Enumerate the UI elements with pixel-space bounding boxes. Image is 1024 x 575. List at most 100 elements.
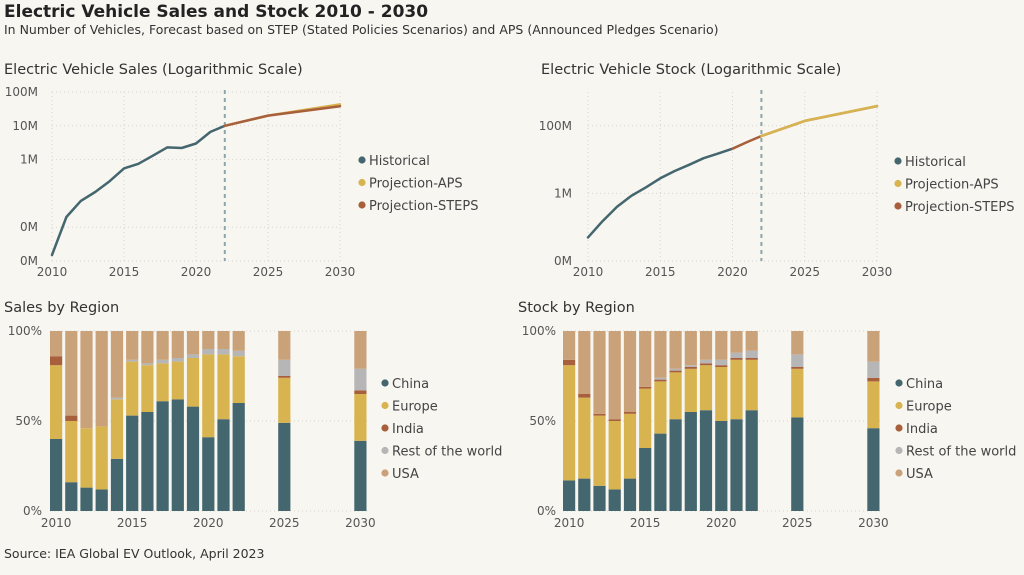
sales-region-x-tick-label: 2030 xyxy=(345,516,376,530)
stock-region-bar-usa xyxy=(623,331,637,412)
sales-region-bar-usa xyxy=(278,331,291,360)
page-subtitle: In Number of Vehicles, Forecast based on… xyxy=(4,22,719,37)
sales-region-chart-title: Sales by Region xyxy=(4,300,120,316)
stock-region-legend-marker xyxy=(895,401,903,410)
sales-region-y-tick-label: 100% xyxy=(8,324,42,338)
sales-region-y-tick-label: 50% xyxy=(15,414,42,428)
stock-chart-title: Electric Vehicle Stock (Logarithmic Scal… xyxy=(541,62,842,78)
stock-region-bar-europe xyxy=(623,413,637,479)
sales-y-tick-label: 0M xyxy=(20,220,38,234)
stock-region-bar-india xyxy=(608,419,621,421)
stock-region-bar-europe xyxy=(578,397,591,479)
stock-legend-marker xyxy=(894,202,902,210)
sales-region-bar-usa xyxy=(232,331,245,351)
sales-region-bar-china xyxy=(202,437,215,511)
sales-legend-marker xyxy=(358,201,366,209)
sales-region-bar-europe xyxy=(126,361,139,416)
sales-region-bar-china xyxy=(278,422,291,511)
stock-region-bar-europe xyxy=(563,365,576,481)
sales-region-bar-rest-of-the-world xyxy=(186,354,200,358)
stock-region-x-tick-label: 2025 xyxy=(782,516,813,530)
sales-region-bar-usa xyxy=(186,331,200,355)
stock-region-bar-india xyxy=(867,377,880,382)
stock-region-bar-usa xyxy=(654,331,667,378)
sales-x-tick-label: 2025 xyxy=(253,265,284,279)
sales-region-bar-china xyxy=(110,458,124,511)
stock-region-bar-india xyxy=(730,358,743,360)
stock-region-x-tick-label: 2020 xyxy=(706,516,737,530)
sales-region-bar-usa xyxy=(354,331,367,369)
sales-region-bar-europe xyxy=(141,365,154,412)
sales-region-bar-rest-of-the-world xyxy=(354,368,367,391)
stock-region-legend-marker xyxy=(895,446,903,455)
stock-region-bar-europe xyxy=(699,365,713,411)
sales-region-bar-china xyxy=(232,403,245,511)
stock-x-tick-label: 2025 xyxy=(789,265,820,279)
sales-series-historical xyxy=(50,124,227,257)
sales-region-legend-marker xyxy=(381,401,389,410)
sales-region-bar-europe xyxy=(202,354,215,438)
sales-region-bar-china xyxy=(217,419,230,511)
stock-region-bar-usa xyxy=(593,331,606,414)
sales-region-bar-europe xyxy=(80,428,93,488)
sales-y-tick-label: 0M xyxy=(20,254,38,268)
stock-region-bar-rest-of-the-world xyxy=(791,354,804,367)
stock-region-bar-rest-of-the-world xyxy=(730,352,743,358)
stock-region-bar-china xyxy=(639,448,652,511)
stock-region-bar-india xyxy=(563,359,576,366)
sales-x-tick-label: 2020 xyxy=(181,265,212,279)
sales-region-bar-europe xyxy=(354,394,367,441)
sales-region-bar-usa xyxy=(141,331,154,364)
stock-region-bar-rest-of-the-world xyxy=(654,377,667,380)
sales-legend-marker xyxy=(358,178,366,187)
stock-region-bar-china xyxy=(715,421,728,511)
stock-region-bar-europe xyxy=(715,367,728,421)
stock-region-bar-rest-of-the-world xyxy=(684,365,697,367)
sales-region-bar-europe xyxy=(156,363,169,402)
sales-region-legend-marker xyxy=(381,424,389,432)
sales-region-bar-china xyxy=(80,487,93,511)
stock-region-bar-china xyxy=(608,489,621,511)
stock-region-bar-china xyxy=(699,410,713,511)
sales-region-bar-rest-of-the-world xyxy=(232,350,245,357)
stock-region-bar-europe xyxy=(867,381,880,429)
stock-x-tick-label: 2020 xyxy=(717,265,748,279)
sales-region-bar-rest-of-the-world xyxy=(126,359,139,362)
sales-region-legend-marker xyxy=(381,446,389,455)
stock-region-bar-india xyxy=(715,365,728,367)
sales-y-tick-label: 1M xyxy=(20,153,38,167)
sales-chart-title: Electric Vehicle Sales (Logarithmic Scal… xyxy=(4,62,303,78)
sales-region-bar-europe xyxy=(65,421,78,483)
stock-series-projection-aps xyxy=(760,104,879,138)
stock-region-y-tick-label: 50% xyxy=(529,414,556,428)
sales-region-bar-india xyxy=(278,376,291,378)
stock-region-legend-label: USA xyxy=(906,467,933,482)
stock-region-bar-usa xyxy=(730,331,743,353)
sales-region-bar-usa xyxy=(65,331,78,416)
stock-region-bar-india xyxy=(578,394,591,398)
sales-region-bar-rest-of-the-world xyxy=(217,349,230,355)
stock-legend-marker xyxy=(894,157,902,165)
sales-region-bar-europe xyxy=(50,365,63,439)
stock-legend-label: Historical xyxy=(905,155,966,170)
sales-region-bar-usa xyxy=(80,331,93,429)
sales-region-legend-label: Rest of the world xyxy=(392,445,502,460)
sales-region-x-tick-label: 2020 xyxy=(193,516,224,530)
stock-x-tick-label: 2010 xyxy=(573,265,604,279)
page-title: Electric Vehicle Sales and Stock 2010 - … xyxy=(4,2,429,22)
sales-region-bar-india xyxy=(354,390,367,394)
sales-region-bar-china xyxy=(171,399,184,511)
stock-region-legend-label: China xyxy=(906,377,943,392)
stock-region-legend-label: Rest of the world xyxy=(906,445,1016,460)
sales-region-bar-rest-of-the-world xyxy=(278,359,291,376)
stock-region-y-tick-label: 0% xyxy=(537,504,556,518)
stock-region-bar-china xyxy=(654,433,667,511)
stock-y-tick-label: 0M xyxy=(554,254,572,268)
stock-region-bar-europe xyxy=(654,381,667,434)
sales-y-tick-label: 100M xyxy=(5,85,38,99)
stock-region-bar-usa xyxy=(791,331,804,355)
stock-region-bar-rest-of-the-world xyxy=(669,368,682,371)
sales-x-tick-label: 2010 xyxy=(37,265,68,279)
stock-legend-label: Projection-STEPS xyxy=(905,200,1014,215)
